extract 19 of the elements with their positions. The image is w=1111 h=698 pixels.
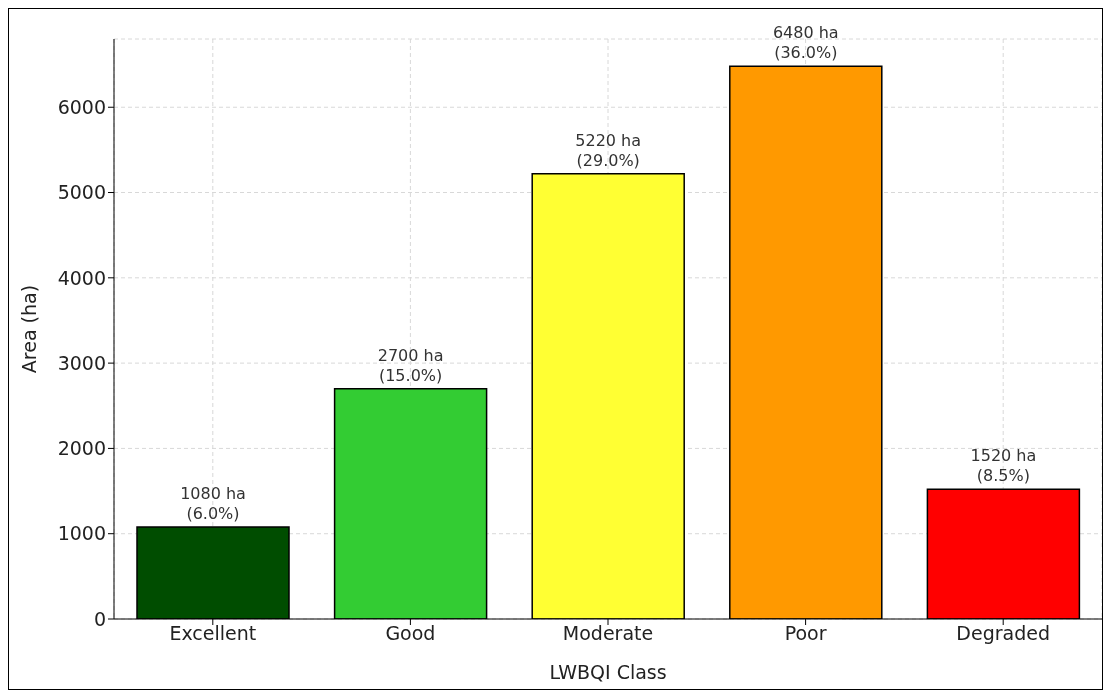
y-tick-label: 2000 [57,437,106,460]
x-tick-label: Good [385,622,436,645]
y-tick-label: 4000 [57,266,106,289]
x-tick-label: Poor [784,622,827,645]
data-label: 2700 ha (15.0%) [377,345,444,385]
x-tick-label: Excellent [169,622,257,645]
data-label: 6480 ha (36.0%) [772,23,839,63]
y-axis-title: Area (ha) [17,284,40,374]
y-tick-label: 6000 [57,95,106,118]
data-label: 1080 ha (6.0%) [180,483,246,523]
data-label: 5220 ha (29.0%) [575,130,642,170]
y-tick-label: 3000 [57,351,106,374]
x-tick-label: Degraded [956,622,1051,645]
x-tick-label: Moderate [562,622,654,645]
data-label: 1520 ha (8.5%) [970,446,1037,486]
x-axis-title: LWBQI Class [549,661,667,683]
y-tick-label: 1000 [57,522,106,545]
y-tick-label: 5000 [57,181,106,204]
y-tick-label: 0 [93,607,106,630]
